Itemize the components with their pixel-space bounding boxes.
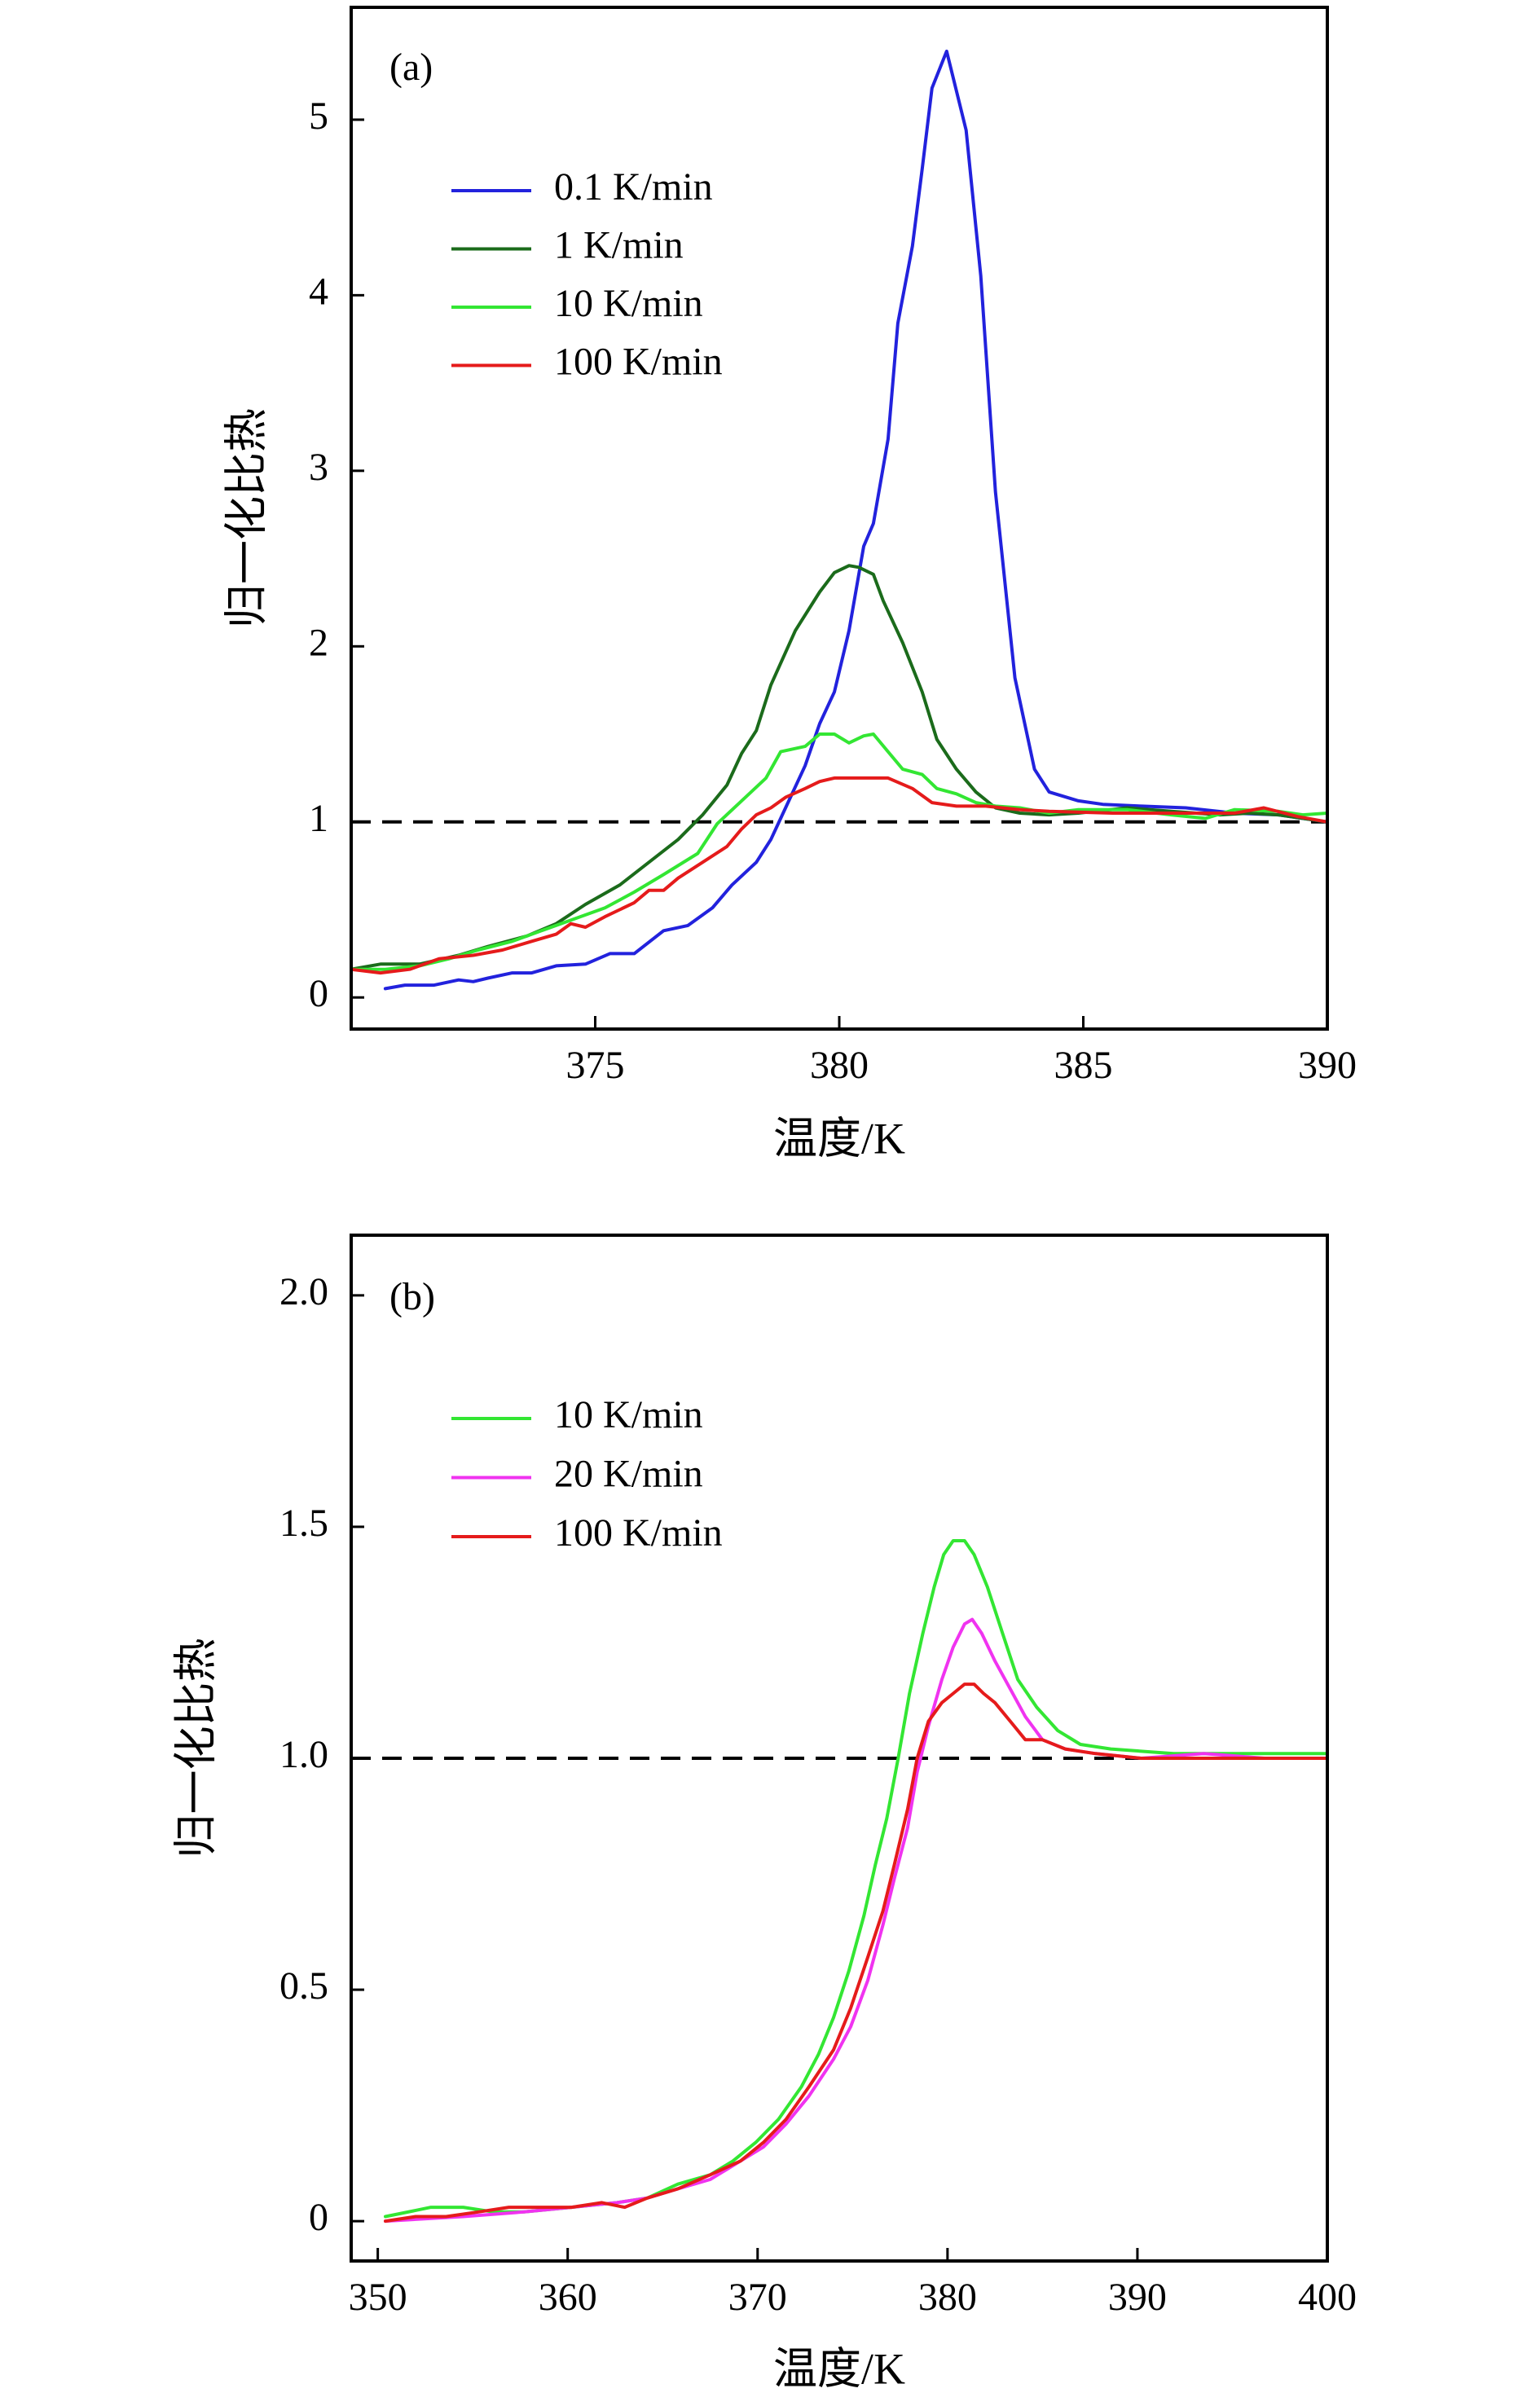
panel-a: 0 1 2 3 4 5 375 380 385 390 0.1 K/min 1 K/min 10 K/m… bbox=[222, 6, 1357, 1163]
y-tick-label: 2.0 bbox=[279, 1270, 328, 1313]
series-line-1 bbox=[351, 564, 1327, 971]
y-tick-label: 0.5 bbox=[279, 1964, 328, 2008]
x-tick-label: 380 bbox=[810, 1044, 869, 1087]
legend-label: 10 K/min bbox=[554, 1393, 703, 1436]
y-axis-label: 归一化比热 bbox=[171, 1638, 220, 1858]
y-tick-label: 3 bbox=[309, 446, 328, 489]
legend-label: 1 K/min bbox=[554, 224, 684, 267]
x-tick-label: 375 bbox=[566, 1044, 625, 1087]
series-line-0 bbox=[383, 49, 1327, 991]
legend-label: 0.1 K/min bbox=[554, 165, 713, 209]
x-tick-label: 390 bbox=[1108, 2276, 1167, 2319]
series-line-1 bbox=[384, 1617, 1327, 2223]
x-tick-label: 360 bbox=[539, 2276, 597, 2319]
panel-label: (b) bbox=[389, 1275, 435, 1318]
legend-label: 100 K/min bbox=[554, 341, 723, 384]
x-tick-label: 390 bbox=[1298, 1044, 1357, 1087]
x-tick-label: 400 bbox=[1298, 2276, 1357, 2319]
y-tick-label: 1.5 bbox=[279, 1502, 328, 1545]
legend: 0.1 K/min 1 K/min 10 K/min 100 K/min bbox=[451, 165, 723, 384]
panel-label: (a) bbox=[389, 46, 433, 89]
x-tick-label: 380 bbox=[918, 2276, 977, 2319]
y-tick-label: 0 bbox=[309, 972, 328, 1015]
y-tick-label: 4 bbox=[309, 270, 328, 313]
y-tick-label: 2 bbox=[309, 621, 328, 664]
series-line-3 bbox=[351, 776, 1327, 975]
panel-b: 0 0.5 1.0 1.5 2.0 350 360 370 380 390 400 10 K/min 2… bbox=[171, 1234, 1357, 2393]
y-tick-label: 1.0 bbox=[279, 1733, 328, 1776]
series-line-0 bbox=[384, 1539, 1327, 2219]
series-line-2 bbox=[351, 732, 1327, 971]
x-axis-label: 温度/K bbox=[773, 1114, 905, 1163]
x-axis-label: 温度/K bbox=[773, 2344, 905, 2393]
y-tick-label: 0 bbox=[309, 2196, 328, 2239]
plot-frame bbox=[350, 6, 1329, 1031]
x-tick-label: 350 bbox=[349, 2276, 407, 2319]
series-line-2 bbox=[384, 1682, 1327, 2223]
x-tick-label: 385 bbox=[1054, 1044, 1113, 1087]
legend-label: 10 K/min bbox=[554, 282, 703, 325]
y-axis-label: 归一化比热 bbox=[222, 408, 271, 628]
plot-frame bbox=[350, 1234, 1329, 2263]
legend-label: 20 K/min bbox=[554, 1453, 703, 1496]
y-tick-label: 5 bbox=[309, 95, 328, 138]
x-tick-label: 370 bbox=[728, 2276, 787, 2319]
legend-label: 100 K/min bbox=[554, 1511, 723, 1555]
legend: 10 K/min 20 K/min 100 K/min bbox=[451, 1393, 723, 1555]
y-tick-label: 1 bbox=[309, 797, 328, 840]
